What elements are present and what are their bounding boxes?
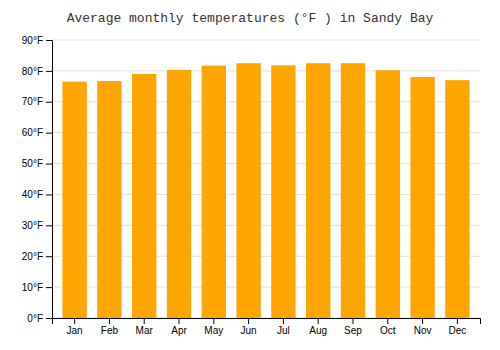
bar <box>271 65 295 318</box>
tick: 90°F <box>22 35 52 46</box>
tick-mark <box>46 102 52 103</box>
tick-label: May <box>204 325 223 336</box>
tick: 0°F <box>27 313 52 324</box>
bar <box>202 66 226 318</box>
tick-label: 60°F <box>22 127 43 138</box>
tick: Sep <box>344 318 362 336</box>
tick-mark <box>46 71 52 72</box>
tick: 70°F <box>22 96 52 107</box>
tick-mark <box>46 194 52 195</box>
plot: 0°F 10°F 20°F 30°F 40°F 50°F 60°F 70°F 80°F 90°F J… <box>22 35 481 336</box>
tick-label: Mar <box>136 325 154 336</box>
tick-mark <box>46 287 52 288</box>
bar <box>132 74 156 318</box>
tick-label: Jun <box>241 325 257 336</box>
tick: Jul <box>277 318 290 336</box>
tick-mark <box>46 225 52 226</box>
tick-label: 30°F <box>22 220 43 231</box>
tick-mark <box>46 40 52 41</box>
tick-label: 40°F <box>22 189 43 200</box>
tick-label: 20°F <box>22 251 43 262</box>
tick-mark <box>109 318 110 324</box>
tick: 30°F <box>22 220 52 231</box>
tick-mark <box>318 318 319 324</box>
tick-mark <box>46 318 52 319</box>
tick-mark <box>387 318 388 324</box>
bar <box>62 82 86 318</box>
tick-label: 0°F <box>27 313 43 324</box>
tick: Oct <box>380 318 396 336</box>
tick: May <box>204 318 223 336</box>
chart: 0°F 10°F 20°F 30°F 40°F 50°F 60°F 70°F 80°F 90°F J… <box>0 0 500 350</box>
tick-mark <box>283 318 284 324</box>
tick: 40°F <box>22 189 52 200</box>
tick-mark <box>74 318 75 324</box>
axis-line <box>46 41 53 319</box>
tick: 80°F <box>22 66 52 77</box>
bar <box>410 77 434 318</box>
tick-label: Nov <box>414 325 432 336</box>
tick-mark <box>144 318 145 324</box>
tick: Feb <box>101 318 119 336</box>
grid-line <box>52 40 480 41</box>
bar <box>341 63 365 318</box>
tick: 50°F <box>22 158 52 169</box>
tick: 20°F <box>22 251 52 262</box>
tick-label: Oct <box>380 325 396 336</box>
tick-mark <box>352 318 353 324</box>
tick: Mar <box>136 318 154 336</box>
tick-label: Jul <box>277 325 290 336</box>
tick-label: Jan <box>67 325 83 336</box>
bar <box>167 70 191 318</box>
grid <box>52 40 480 318</box>
tick-label: Apr <box>171 325 187 336</box>
tick-mark <box>422 318 423 324</box>
bar <box>376 70 400 318</box>
tick-label: 10°F <box>22 282 43 293</box>
bar <box>306 63 330 318</box>
tick-label: Feb <box>101 325 119 336</box>
tick-mark <box>248 318 249 324</box>
bar <box>236 63 260 318</box>
tick-mark <box>213 318 214 324</box>
axis-line <box>53 319 481 325</box>
tick-mark <box>46 133 52 134</box>
tick-mark <box>46 256 52 257</box>
tick-mark <box>46 164 52 165</box>
tick-label: 90°F <box>22 35 43 46</box>
tick-label: 70°F <box>22 96 43 107</box>
tick-label: Sep <box>344 325 362 336</box>
tick: Dec <box>448 318 466 336</box>
tick: 10°F <box>22 282 52 293</box>
tick-mark <box>457 318 458 324</box>
x-axis: Jan Feb Mar Apr May Jun Jul Aug Sep Oct Nov Dec <box>53 318 481 336</box>
tick-label: Aug <box>309 325 327 336</box>
tick: 60°F <box>22 127 52 138</box>
tick-label: 80°F <box>22 66 43 77</box>
tick-label: 50°F <box>22 158 43 169</box>
tick: Apr <box>171 318 187 336</box>
grid-line <box>52 70 480 71</box>
y-axis: 0°F 10°F 20°F 30°F 40°F 50°F 60°F 70°F 80°F 90°F <box>22 35 53 324</box>
tick-label: Dec <box>448 325 466 336</box>
tick-mark <box>179 318 180 324</box>
title: Average monthly temperatures (°F ) in Sa… <box>67 11 434 26</box>
bar <box>97 81 121 318</box>
bar <box>445 80 469 318</box>
tick: Aug <box>309 318 327 336</box>
tick: Nov <box>414 318 432 336</box>
tick: Jan <box>67 318 83 336</box>
tick: Jun <box>241 318 257 336</box>
bars <box>62 63 469 318</box>
